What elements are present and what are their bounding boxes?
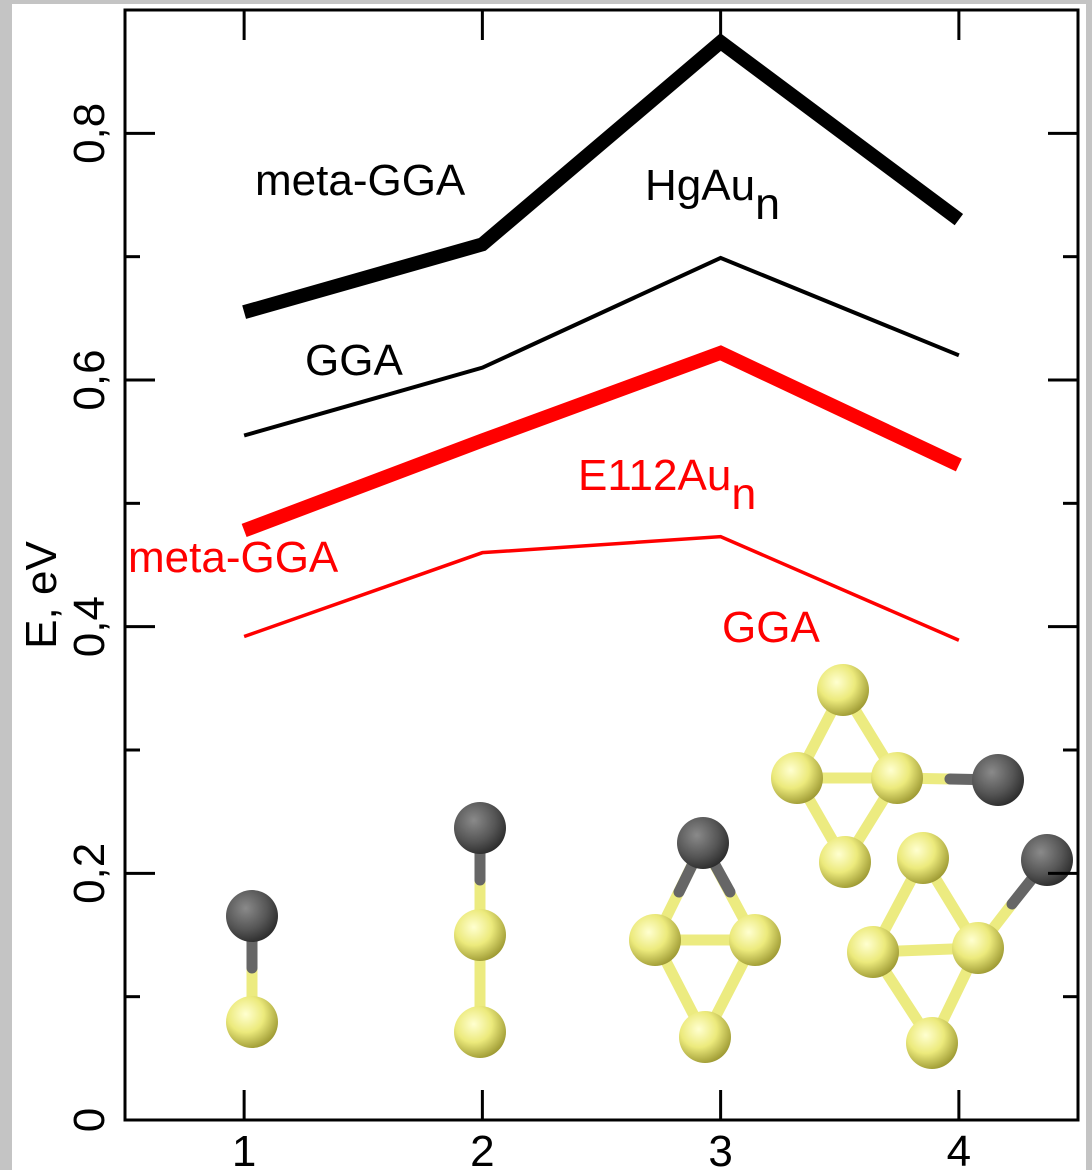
annotation-subscript: n [731, 469, 756, 519]
y-tick-label: 0,8 [65, 103, 114, 164]
x-tick-label: 2 [470, 1127, 494, 1170]
y-tick-label: 0,4 [65, 596, 114, 657]
y-tick-label: 0,2 [65, 843, 114, 904]
chart: E, eV 00,20,40,60,81234meta-GGAHgAunGGAE… [0, 0, 1092, 1170]
annotation-text: meta-GGA [255, 156, 466, 205]
x-tick-label: 3 [708, 1127, 732, 1170]
annotation-subscript: n [755, 179, 780, 229]
annotation-text: GGA [722, 603, 820, 652]
y-tick-label: 0,6 [65, 349, 114, 410]
annotation-text: meta-GGA [128, 533, 339, 582]
y-axis-label: E, eV [17, 541, 66, 649]
y-tick-label: 0 [65, 1108, 114, 1132]
annotation: meta-GGA [255, 156, 466, 205]
annotation: GGA [305, 336, 403, 385]
annotation: GGA [722, 603, 820, 652]
x-tick-label: 4 [947, 1127, 971, 1170]
annotation: meta-GGA [128, 533, 339, 582]
annotation-text: E112Au [578, 451, 731, 500]
annotation-text: GGA [305, 336, 403, 385]
annotation-text: HgAu [645, 161, 755, 210]
x-tick-label: 1 [232, 1127, 256, 1170]
